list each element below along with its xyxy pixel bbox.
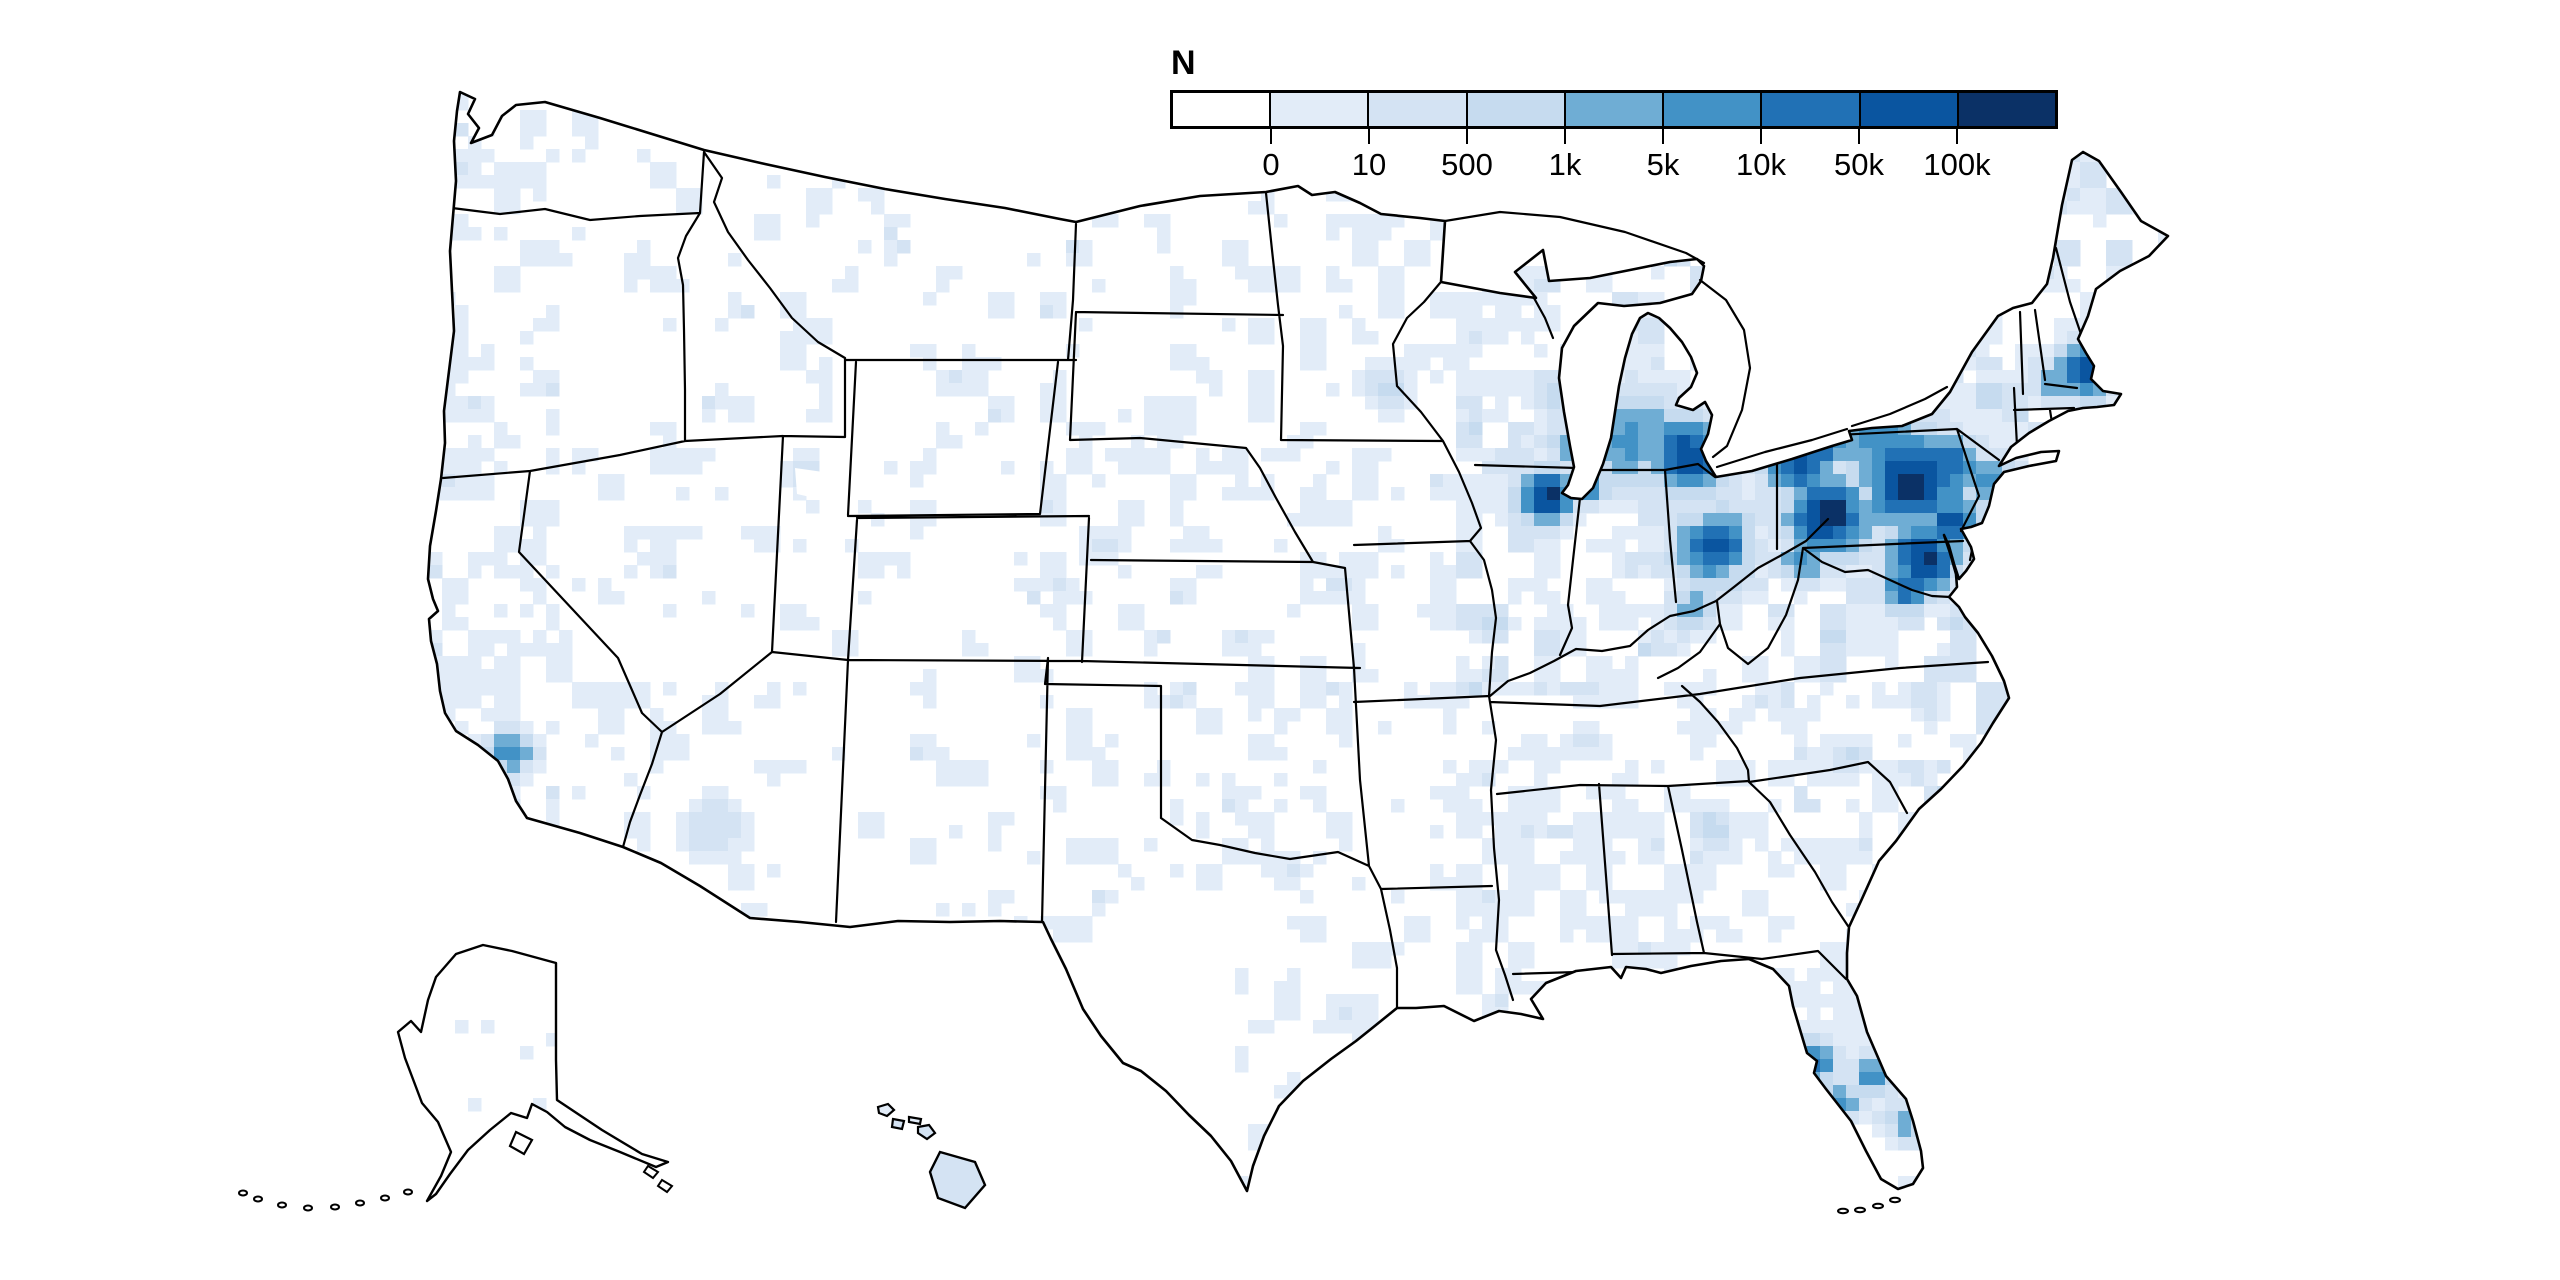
legend: N 0 10 500 1k 5k 10k 50k 100k — [1170, 44, 2058, 185]
legend-tick-label: 10k — [1736, 147, 1786, 182]
legend-tick-label: 0 — [1262, 147, 1280, 182]
legend-tick — [1956, 129, 1958, 144]
legend-tick-label: 10 — [1351, 147, 1387, 182]
legend-segment-1 — [1269, 93, 1368, 126]
legend-segment-0 — [1173, 93, 1270, 126]
legend-segment-5 — [1662, 93, 1761, 126]
legend-tick-labels: 0 10 500 1k 5k 10k 50k 100k — [1173, 145, 2055, 185]
hawaii-islands — [876, 1102, 987, 1210]
legend-tick-label: 100k — [1923, 147, 1991, 182]
legend-ticks — [1173, 129, 2055, 145]
legend-colorbar — [1170, 90, 2058, 129]
legend-segment-3 — [1465, 93, 1564, 126]
legend-tick-label: 500 — [1441, 147, 1493, 182]
legend-tick — [1760, 129, 1762, 144]
county-choropleth-cells — [416, 92, 2168, 1208]
great-salt-lake — [795, 468, 823, 499]
legend-segment-7 — [1858, 93, 1957, 126]
legend-tick-label: 5k — [1646, 147, 1680, 182]
legend-tick — [1368, 129, 1370, 144]
legend-title: N — [1171, 44, 1196, 82]
legend-segment-4 — [1563, 93, 1663, 126]
aleutian-islands — [238, 1130, 674, 1212]
legend-tick — [1564, 129, 1566, 144]
legend-segment-2 — [1367, 93, 1466, 126]
legend-tick — [1270, 129, 1272, 144]
legend-tick — [1466, 129, 1468, 144]
legend-tick — [1662, 129, 1664, 144]
legend-segment-6 — [1760, 93, 1859, 126]
legend-tick-label: 50k — [1834, 147, 1884, 182]
great-lakes-far-shorelines — [1443, 210, 1949, 469]
legend-segment-8 — [1956, 93, 2055, 126]
legend-tick-label: 1k — [1548, 147, 1582, 182]
florida-keys — [1837, 1196, 1901, 1215]
legend-tick — [1858, 129, 1860, 144]
alaska-outline — [396, 943, 670, 1203]
contiguous-us-outline — [426, 90, 2170, 1193]
